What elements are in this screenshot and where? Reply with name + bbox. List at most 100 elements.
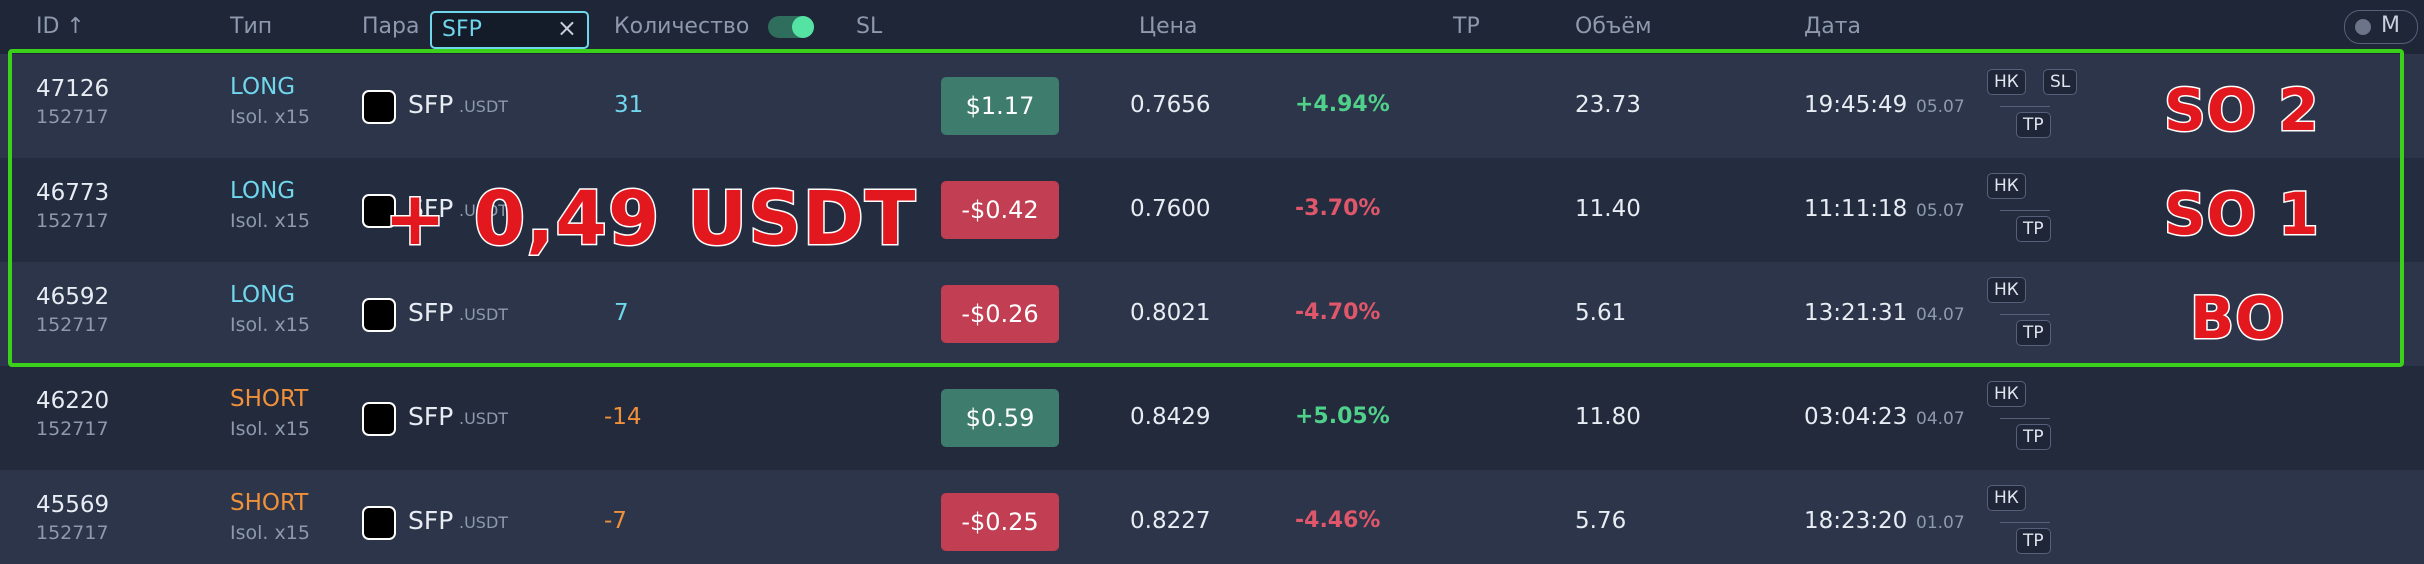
trade-row[interactable]: 46773 152717 LONG Isol. x15 SFP .USDT 5 -$0.42 0…	[0, 158, 2424, 262]
side: LONG	[230, 178, 296, 204]
quantity: -14	[604, 404, 642, 430]
margin: Isol. x15	[230, 418, 310, 440]
trade-sub-id: 152717	[36, 210, 109, 232]
side: SHORT	[230, 386, 309, 412]
connector	[2000, 314, 2050, 315]
change: -3.70%	[1295, 196, 1381, 221]
pnl-button[interactable]: -$0.42	[941, 181, 1059, 239]
mode-label: M	[2381, 13, 2400, 38]
header-pair[interactable]: Пара	[362, 14, 420, 39]
connector	[2000, 210, 2050, 211]
filter-input[interactable]: SFP ×	[430, 11, 589, 49]
header-date[interactable]: Дата	[1804, 14, 1861, 39]
header-row: ID ↑ Тип Пара Количество SL Цена TP Объём Дата SF…	[0, 0, 2424, 55]
margin: Isol. x15	[230, 522, 310, 544]
quote: .USDT	[459, 513, 509, 532]
price: 0.8021	[1130, 300, 1211, 326]
pnl-button[interactable]: -$0.26	[941, 285, 1059, 343]
margin: Isol. x15	[230, 314, 310, 336]
pair-icon	[362, 194, 396, 228]
badge-tp[interactable]: TP	[2016, 528, 2051, 554]
price: 0.8227	[1130, 508, 1211, 534]
badge-tp[interactable]: TP	[2016, 320, 2051, 346]
pair: SFP	[408, 298, 454, 327]
pair: SFP	[408, 90, 454, 119]
header-tp[interactable]: TP	[1453, 14, 1480, 39]
volume: 5.61	[1575, 300, 1627, 326]
date: 05.07	[1916, 201, 1965, 221]
side: LONG	[230, 74, 296, 100]
badge[interactable]: НК	[1987, 277, 2026, 303]
pnl-button[interactable]: $1.17	[941, 77, 1059, 135]
order-annotation: SO 1	[2163, 179, 2321, 250]
price: 0.7600	[1130, 196, 1211, 222]
mode-toggle[interactable]: M	[2344, 10, 2418, 44]
quote: .USDT	[459, 409, 509, 428]
side: SHORT	[230, 490, 309, 516]
quantity: 31	[614, 92, 644, 118]
total-annotation: + 0,49 USDT	[382, 175, 917, 264]
pair: SFP	[408, 402, 454, 431]
time: 03:04:23	[1804, 404, 1908, 430]
clear-filter[interactable]: ×	[556, 14, 577, 42]
pnl-button[interactable]: $0.59	[941, 389, 1059, 447]
change: +4.94%	[1295, 92, 1390, 117]
order-annotation: SO 2	[2163, 75, 2321, 146]
change: -4.46%	[1295, 508, 1381, 533]
quantity: 7	[614, 300, 629, 326]
date: 04.07	[1916, 409, 1965, 429]
volume: 5.76	[1575, 508, 1627, 534]
toggle[interactable]	[768, 16, 814, 38]
time: 19:45:49	[1804, 92, 1908, 118]
badge[interactable]: SL	[2043, 69, 2078, 95]
price: 0.8429	[1130, 404, 1211, 430]
trade-sub-id: 152717	[36, 418, 109, 440]
header-sl[interactable]: SL	[856, 14, 883, 39]
badge[interactable]: НК	[1987, 69, 2026, 95]
margin: Isol. x15	[230, 210, 310, 232]
toggle-knob	[792, 16, 814, 38]
change: +5.05%	[1295, 404, 1390, 429]
header-id[interactable]: ID ↑	[36, 14, 85, 39]
trade-row[interactable]: 46220 152717 SHORT Isol. x15 SFP .USDT -14 $0.5…	[0, 366, 2424, 470]
pair-icon	[362, 90, 396, 124]
date: 01.07	[1916, 513, 1965, 533]
trade-sub-id: 152717	[36, 522, 109, 544]
pair: SFP	[408, 506, 454, 535]
connector	[2000, 106, 2050, 107]
pair: SFP	[408, 194, 454, 223]
trade-id: 46592	[36, 284, 110, 310]
badge-tp[interactable]: TP	[2016, 424, 2051, 450]
pnl-button[interactable]: -$0.25	[941, 493, 1059, 551]
trade-row[interactable]: 46592 152717 LONG Isol. x15 SFP .USDT 7 -$0.26 0…	[0, 262, 2424, 366]
badge[interactable]: НК	[1987, 173, 2026, 199]
mode-dot	[2355, 19, 2371, 35]
badge[interactable]: НК	[1987, 381, 2026, 407]
header-volume[interactable]: Объём	[1575, 14, 1652, 39]
trade-row[interactable]: 47126 152717 LONG Isol. x15 SFP .USDT 31 $1.17 0…	[0, 54, 2424, 158]
quantity: -7	[604, 508, 627, 534]
highlight-box	[8, 49, 2404, 367]
volume: 23.73	[1575, 92, 1641, 118]
trade-sub-id: 152717	[36, 314, 109, 336]
date: 05.07	[1916, 97, 1965, 117]
pair-icon	[362, 506, 396, 540]
pair-icon	[362, 298, 396, 332]
pair-icon	[362, 402, 396, 436]
trade-id: 46773	[36, 180, 110, 206]
trade-row[interactable]: 45569 152717 SHORT Isol. x15 SFP .USDT -7 -$0.2…	[0, 470, 2424, 564]
header-type[interactable]: Тип	[230, 14, 273, 39]
header-price[interactable]: Цена	[1139, 14, 1198, 39]
badge[interactable]: НК	[1987, 485, 2026, 511]
date: 04.07	[1916, 305, 1965, 325]
trade-sub-id: 152717	[36, 106, 109, 128]
quantity: 5	[614, 196, 629, 222]
quote: .USDT	[459, 201, 509, 220]
badge-tp[interactable]: TP	[2016, 112, 2051, 138]
time: 13:21:31	[1804, 300, 1908, 326]
connector	[2000, 418, 2050, 419]
header-qty[interactable]: Количество	[614, 14, 750, 39]
badge-tp[interactable]: TP	[2016, 216, 2051, 242]
volume: 11.40	[1575, 196, 1641, 222]
